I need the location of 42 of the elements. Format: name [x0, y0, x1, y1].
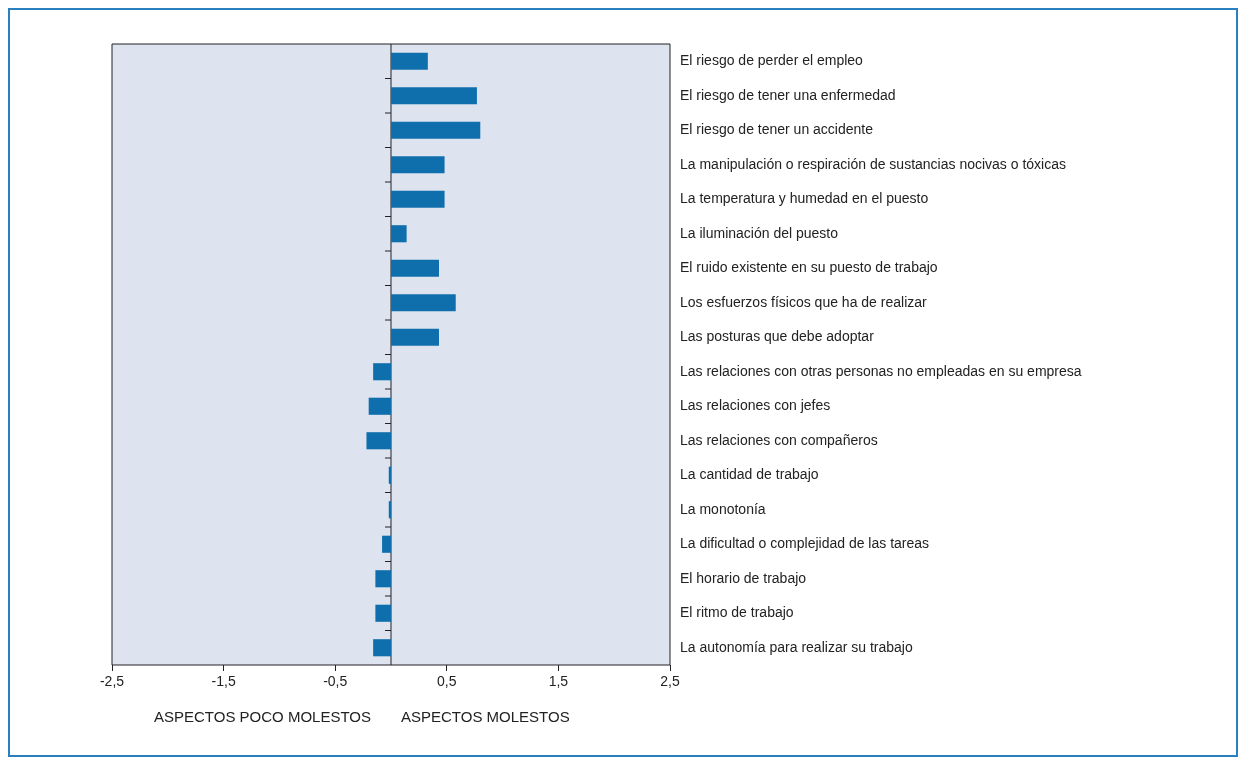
y-tick-label: El ritmo de trabajo	[680, 604, 794, 621]
y-tick-label: La monotonía	[680, 500, 766, 517]
y-tick-label: El horario de trabajo	[680, 569, 807, 586]
y-tick-label: Las posturas que debe adoptar	[680, 328, 875, 345]
text: ASPECTOS POCO MOLESTOS	[153, 708, 371, 726]
bar	[373, 639, 391, 657]
bar	[391, 121, 481, 139]
x-tick-label: 1,5	[548, 673, 569, 690]
y-tick-label: La temperatura y humedad en el puesto	[680, 190, 929, 207]
y-tick-label: Las relaciones con compañeros	[680, 431, 878, 448]
x-tick-label: -1,5	[211, 673, 236, 690]
y-tick-label: Los esfuerzos físicos que ha de realizar	[680, 293, 928, 310]
bar	[391, 328, 439, 346]
bar	[373, 363, 391, 381]
text: ASPECTOS MOLESTOS	[401, 708, 570, 726]
x-tick-label: 0,5	[437, 673, 457, 690]
y-tick-label: El riesgo de perder el empleo	[680, 52, 864, 69]
bar	[375, 570, 391, 588]
x-tick-label: -0,5	[323, 673, 348, 690]
x-tick-label: -2,5	[99, 673, 125, 690]
y-tick-label: Las relaciones con otras personas no empleadas en su empresa	[680, 362, 1082, 379]
bar	[391, 156, 445, 174]
y-tick-label: La manipulación o respiración de sustancias nocivas o tóxicas	[680, 155, 1066, 172]
bar	[391, 225, 407, 243]
y-tick-label: La iluminación del puesto	[680, 224, 839, 241]
bar	[391, 190, 445, 208]
y-tick-label: Las relaciones con jefes	[680, 397, 831, 414]
bar	[366, 432, 391, 450]
bar	[391, 294, 456, 312]
bar	[391, 87, 477, 105]
bar	[368, 397, 391, 415]
y-tick-label: La autonomía para realizar su trabajo	[680, 638, 913, 655]
y-tick-label: El ruido existente en su puesto de trabajo	[680, 259, 938, 276]
x-tick-label: 2,5	[660, 673, 680, 690]
y-tick-label: El riesgo de tener un accidente	[680, 121, 874, 138]
bar	[391, 52, 428, 70]
bar	[391, 259, 439, 277]
bar	[375, 604, 391, 622]
y-tick-label: La cantidad de trabajo	[680, 466, 819, 483]
bar	[382, 535, 391, 553]
y-tick-label: El riesgo de tener una enfermedad	[680, 86, 896, 103]
y-tick-label: La dificultad o complejidad de las tareas	[680, 535, 930, 552]
